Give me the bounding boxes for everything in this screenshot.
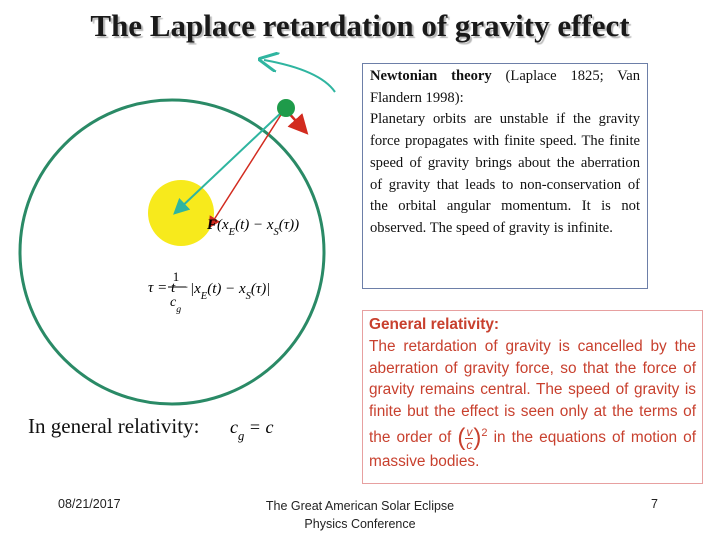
gr-body-start: The retardation of gravity is cancelled … [369,337,696,447]
retardation-numerator: 1 [173,269,180,284]
formula-part: (τ)| [251,281,270,297]
gr-label: In general relativity: [28,414,200,438]
gr-body-end: in the equations of motion of massive bo… [369,429,696,470]
rotation-arrow [264,60,336,93]
fraction-den: c [466,437,473,452]
footer-event: The Great American Solar Eclipse Physics… [230,497,490,533]
footer-page: 7 [651,497,658,511]
formula-part: F [206,217,217,233]
footer-event-line: Physics Conference [304,517,416,531]
footer-event-line: The Great American Solar Eclipse [265,499,455,513]
formula-part: E [228,227,236,238]
formula-part: S [274,227,280,238]
orbit [18,98,326,406]
formula-part: g [238,429,244,443]
planet [277,99,295,117]
formula-part: = c [244,417,273,437]
gr-heading: General relativity: [369,316,500,333]
retarded-direction [173,109,285,215]
fraction-num: v [465,424,474,439]
formula-part: (x [217,217,229,233]
newtonian-body: Planetary orbits are unstable if the gra… [370,111,640,236]
formula-part: g [176,304,181,315]
fraction-exp: 2 [481,426,488,439]
paren: ( [457,424,466,452]
formula-part: c [170,295,177,310]
orbit-diagram: F(xE(t) − xS(τ)) τ = t − 1 cg |xE(t) − x… [18,0,336,443]
gr-formula: cg = c [230,417,273,443]
formula-part: S [246,291,252,302]
formula-part: c [230,417,238,437]
footer-date: 08/21/2017 [58,497,121,511]
retardation-rest: |xE(t) − xS(τ)| [190,281,270,302]
formula-part: E [200,291,208,302]
retardation-denominator: cg [170,295,181,315]
formula-part: (t) − x [235,217,274,233]
formula-part: (τ)) [279,217,299,233]
sun [148,180,214,246]
gr-box: General relativity: The retardation of g… [362,310,703,484]
formula-part: (t) − x [207,281,246,297]
newtonian-box: Newtonian theory (Laplace 1825; Van Flan… [362,63,648,289]
force-formula: F(xE(t) − xS(τ)) [206,217,299,238]
retardation-lhs: τ = t − [148,280,189,296]
paren: ) [473,424,482,452]
force-direction [208,109,285,229]
newtonian-cite: (Laplace 1825; Van Flandern 1998): [370,68,640,106]
slide-title: The Laplace retardation of gravity effec… [90,8,630,43]
newtonian-heading: Newtonian theory [370,68,492,84]
formula-part: |x [190,281,201,297]
